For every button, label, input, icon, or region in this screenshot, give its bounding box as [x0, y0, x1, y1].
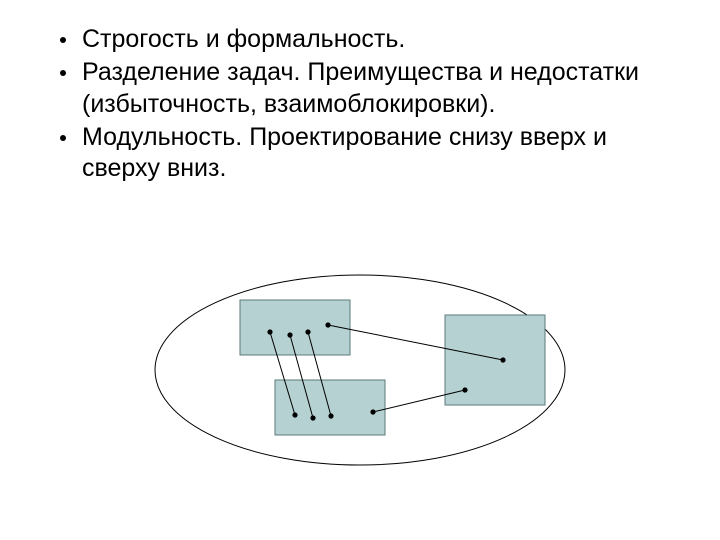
- bullet-icon: [60, 70, 66, 76]
- list-item: Строгость и формальность.: [60, 24, 680, 55]
- bullet-icon: [60, 135, 66, 141]
- bullet-icon: [60, 37, 66, 43]
- module-diagram: [145, 260, 575, 480]
- list-item: Разделение задач. Преимущества и недоста…: [60, 57, 680, 120]
- bullet-text: Строгость и формальность.: [82, 24, 405, 55]
- bullet-text: Модульность. Проектирование снизу вверх …: [82, 122, 680, 185]
- bullet-list: Строгость и формальность. Разделение зад…: [60, 24, 680, 186]
- list-item: Модульность. Проектирование снизу вверх …: [60, 122, 680, 185]
- diagram-container: [0, 260, 720, 485]
- slide: Строгость и формальность. Разделение зад…: [0, 0, 720, 540]
- bullet-text: Разделение задач. Преимущества и недоста…: [82, 57, 680, 120]
